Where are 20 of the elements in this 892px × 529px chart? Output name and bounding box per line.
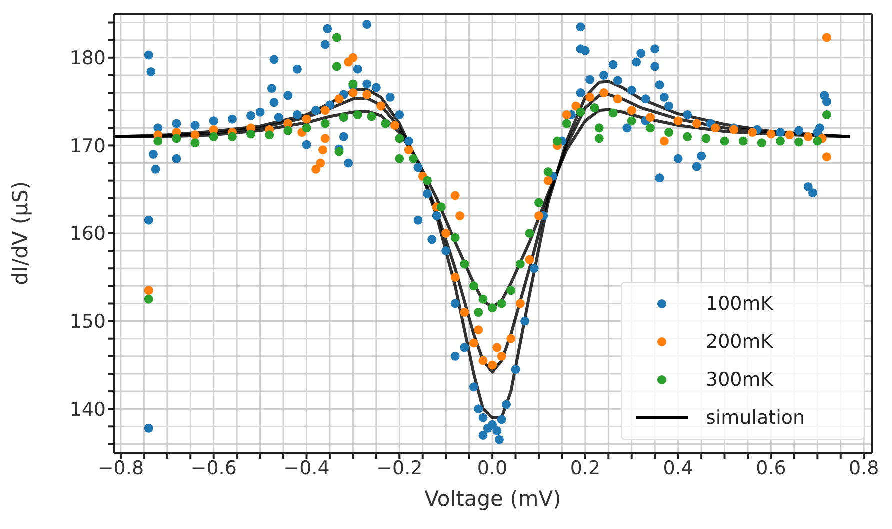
x-axis-title: Voltage (mV) — [424, 487, 562, 511]
x-tick-label: 0.6 — [756, 457, 786, 480]
x-tick-label: 0.8 — [848, 457, 880, 480]
y-tick-label: 140 — [70, 398, 106, 421]
x-tick-label: 0.2 — [570, 457, 601, 480]
x-tick-label: −0.4 — [284, 457, 330, 480]
y-axis-title: dI/dV (μS) — [8, 181, 32, 286]
y-tick-label: 170 — [70, 135, 106, 158]
legend-label: 100mK — [706, 293, 774, 315]
x-tick-label: −0.8 — [98, 457, 144, 480]
x-tick-label: −0.2 — [376, 457, 423, 480]
legend-label: 300mK — [706, 369, 774, 391]
legend-label: 200mK — [706, 331, 774, 353]
x-tick-label: 0.4 — [663, 457, 694, 480]
y-tick-label: 160 — [70, 223, 106, 246]
y-tick-label: 150 — [70, 311, 106, 334]
x-tick-label: 0.0 — [477, 457, 508, 480]
y-tick-label: 180 — [70, 48, 106, 70]
legend-label: simulation — [706, 407, 806, 429]
x-tick-label: −0.6 — [190, 457, 237, 480]
